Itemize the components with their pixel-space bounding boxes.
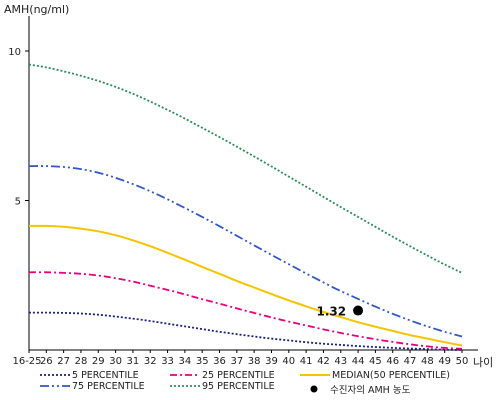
series-line-2 xyxy=(28,224,463,347)
x-tick-label: 42 xyxy=(317,356,330,367)
x-tick-label: 48 xyxy=(421,356,434,367)
x-tick-label: 43 xyxy=(334,356,347,367)
x-tick-label: 36 xyxy=(213,356,226,367)
legend-label-4: 95 PERCENTILE xyxy=(202,381,275,392)
x-tick-label: 26 xyxy=(40,356,53,367)
legend-point-label: 수진자의 AMH 농도 xyxy=(330,385,411,396)
x-tick-label: 41 xyxy=(300,356,313,367)
chart-legend: 5 PERCENTILE 25 PERCENTILE MEDIAN(50 PERCE… xyxy=(40,370,450,396)
chart-series xyxy=(28,63,463,351)
y-axis-title: AMH(ng/ml) xyxy=(4,3,69,16)
y-tick-label: 5 xyxy=(15,197,21,208)
x-tick-label: 44 xyxy=(352,356,365,367)
x-axis-title: 나이 xyxy=(473,356,493,369)
patient-point-marker xyxy=(353,305,364,316)
x-tick-label: 35 xyxy=(196,356,209,367)
series-line-1 xyxy=(28,271,463,350)
series-line-3 xyxy=(28,165,463,338)
x-tick-label: 37 xyxy=(230,356,243,367)
x-tick-label: 29 xyxy=(92,356,105,367)
x-tick-label: 39 xyxy=(265,356,278,367)
patient-point: 1.32 xyxy=(316,305,364,319)
x-tick-label: 46 xyxy=(386,356,399,367)
y-tick-label: 10 xyxy=(8,47,21,58)
x-tick-label: 49 xyxy=(438,356,451,367)
x-tick-label: 31 xyxy=(127,356,140,367)
legend-label-1: 25 PERCENTILE xyxy=(202,370,275,381)
x-tick-label: 28 xyxy=(75,356,88,367)
x-tick-label: 45 xyxy=(369,356,382,367)
patient-point-value: 1.32 xyxy=(316,305,346,319)
series-line-0 xyxy=(28,311,463,351)
x-tick-label: 30 xyxy=(109,356,122,367)
x-tick-label: 16-25 xyxy=(12,356,41,367)
x-tick-label: 33 xyxy=(161,356,174,367)
x-tick-label: 47 xyxy=(404,356,417,367)
series-line-4 xyxy=(28,63,463,274)
x-tick-label: 40 xyxy=(282,356,295,367)
legend-label-2: MEDIAN(50 PERCENTILE) xyxy=(332,370,450,381)
legend-label-0: 5 PERCENTILE xyxy=(72,370,139,381)
x-tick-label: 34 xyxy=(179,356,192,367)
x-tick-label: 32 xyxy=(144,356,157,367)
legend-label-3: 75 PERCENTILE xyxy=(72,381,145,392)
x-tick-label: 27 xyxy=(57,356,70,367)
legend-point-marker xyxy=(310,385,318,393)
x-tick-label: 38 xyxy=(248,356,261,367)
x-tick-label: 50 xyxy=(456,356,469,367)
